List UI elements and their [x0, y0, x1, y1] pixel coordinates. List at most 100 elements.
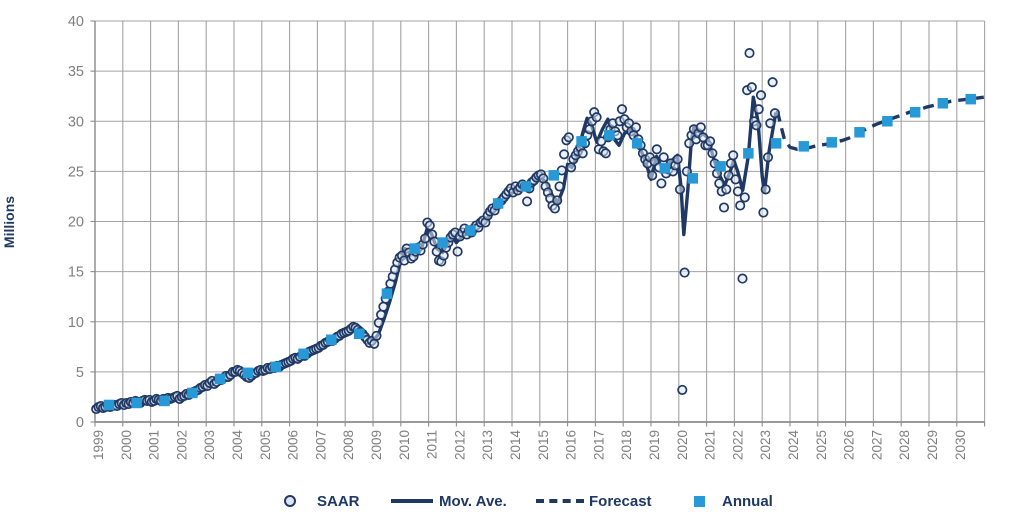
y-tick-label: 30 — [68, 114, 84, 130]
saar-point — [651, 144, 662, 155]
saar-point — [371, 330, 382, 341]
x-tick-label: 2026 — [842, 430, 857, 460]
series-saar-scatter — [91, 48, 780, 415]
annual-point — [659, 163, 671, 174]
annual-point — [214, 373, 226, 385]
annual-point — [520, 181, 532, 192]
x-tick-label: 2016 — [564, 430, 579, 460]
legend-label-forecast: Forecast — [589, 492, 652, 510]
saar-point — [728, 150, 739, 161]
saar-point — [760, 184, 771, 195]
annual-point — [353, 328, 365, 339]
x-tick-label: 2009 — [369, 430, 384, 460]
x-tick-label: 2006 — [286, 430, 301, 460]
annual-point — [103, 399, 115, 411]
axis-ticks — [90, 20, 986, 427]
y-tick-label: 35 — [68, 64, 84, 80]
y-tick-label: 0 — [76, 415, 84, 431]
forecast-dashed-line-icon — [536, 499, 584, 503]
x-tick-label: 1999 — [91, 430, 106, 460]
saar-point — [707, 148, 718, 159]
x-tick-label: 2002 — [174, 430, 189, 460]
legend-label-annual: Annual — [722, 492, 773, 510]
saar-point — [762, 152, 774, 163]
annual-point — [381, 288, 393, 299]
annual-point — [937, 98, 949, 109]
saar-point — [630, 122, 641, 133]
saar-marker-icon — [284, 495, 296, 507]
annual-point — [437, 237, 448, 248]
saar-point — [744, 48, 755, 59]
x-tick-label: 2028 — [897, 430, 912, 460]
saar-point — [563, 132, 574, 143]
gridlines — [94, 20, 986, 423]
x-tick-label: 2017 — [591, 430, 606, 460]
x-tick-label: 2011 — [425, 430, 440, 459]
chart-legend: SAAR Mov. Ave. Forecast Annual — [0, 489, 1024, 519]
saar-point — [591, 112, 602, 123]
y-tick-label: 40 — [68, 14, 84, 30]
saar-point — [566, 162, 577, 173]
x-tick-label: 2000 — [119, 430, 134, 460]
saar-point — [714, 178, 725, 189]
annual-point — [715, 161, 726, 172]
x-tick-label: 2007 — [313, 430, 328, 460]
saar-point — [746, 82, 757, 93]
saar-point — [730, 174, 741, 185]
annual-point — [770, 138, 782, 149]
y-tick-label: 15 — [68, 265, 84, 281]
x-tick-label: 2030 — [953, 430, 968, 460]
saar-point — [584, 124, 595, 135]
saar-point — [758, 207, 769, 218]
annual-point — [270, 361, 281, 373]
annual-point — [854, 127, 865, 138]
legend-item-saar: SAAR — [284, 489, 360, 513]
saar-point — [735, 200, 746, 211]
saar-point — [705, 136, 716, 147]
y-tick-label: 10 — [68, 315, 84, 331]
saar-point — [373, 317, 384, 328]
x-tick-label: 2005 — [258, 430, 273, 460]
saar-point — [376, 309, 387, 320]
saar-point — [522, 196, 533, 207]
saar-point — [753, 104, 764, 115]
x-tick-label: 2004 — [230, 430, 245, 461]
saar-point — [718, 202, 730, 213]
saar-point — [765, 118, 776, 129]
y-tick-label: 25 — [68, 164, 84, 180]
saar-point — [677, 384, 688, 395]
x-tick-label: 2010 — [397, 430, 412, 460]
saar-point — [600, 148, 611, 159]
saar-point — [616, 104, 628, 115]
legend-item-forecast: Forecast — [536, 489, 652, 513]
annual-point — [131, 397, 142, 409]
series-annual-squares — [103, 93, 976, 411]
annual-point — [548, 170, 559, 181]
saar-point — [647, 170, 658, 181]
saar-point — [674, 184, 686, 195]
saar-point — [769, 108, 780, 119]
annual-point — [159, 395, 170, 407]
y-axis-tick-labels: 0 5 10 15 20 25 30 35 40 — [68, 14, 84, 431]
saar-point — [369, 338, 380, 349]
legend-label-mov-ave: Mov. Ave. — [439, 492, 507, 510]
annual-point — [465, 225, 476, 236]
x-tick-label: 2023 — [758, 430, 773, 460]
saar-point — [656, 178, 667, 189]
saar-point — [755, 90, 767, 101]
legend-item-annual: Annual — [694, 489, 773, 513]
annual-point — [576, 136, 587, 147]
saar-point — [378, 301, 389, 312]
saar-point — [577, 148, 588, 159]
x-tick-label: 2019 — [647, 430, 662, 460]
annual-point — [604, 130, 615, 141]
saar-point — [538, 173, 549, 184]
saar-point — [672, 154, 683, 165]
saar-point — [452, 246, 463, 257]
x-tick-label: 2015 — [536, 430, 551, 460]
annual-point — [909, 107, 921, 118]
saar-point — [658, 152, 669, 163]
x-tick-label: 2024 — [786, 430, 801, 461]
legend-label-saar: SAAR — [317, 492, 360, 510]
